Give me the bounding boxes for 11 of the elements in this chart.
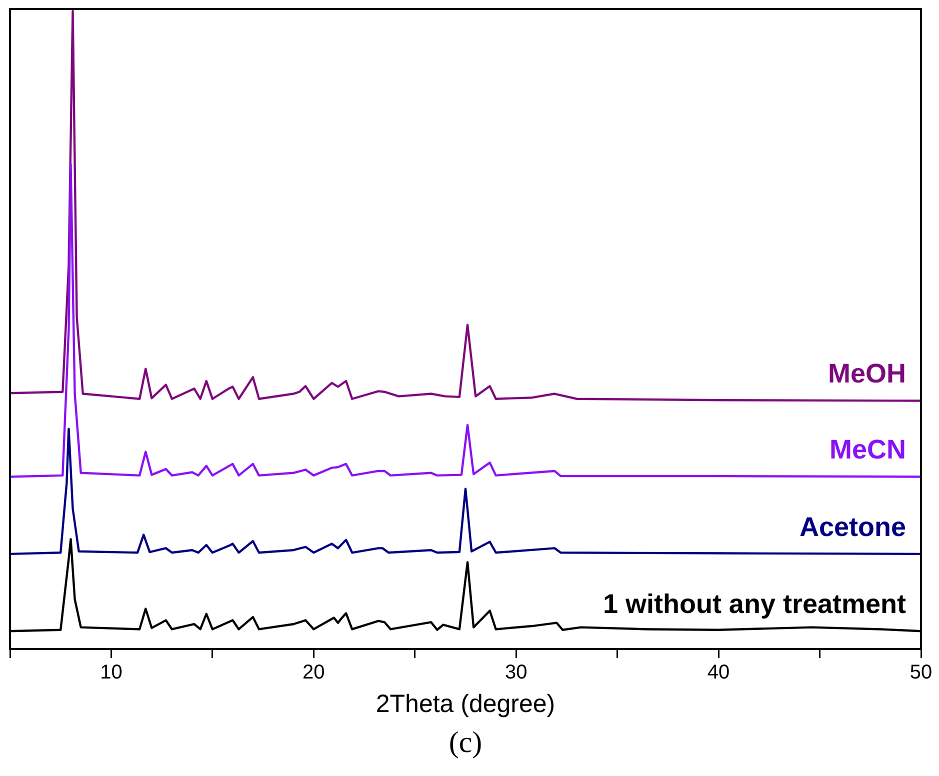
x-tick-label: 50 (910, 662, 932, 684)
x-tick-label: 30 (504, 662, 528, 684)
series-label: 1 without any treatment (602, 589, 906, 620)
series-label: MeCN (829, 434, 906, 465)
x-tick-label: 10 (100, 662, 122, 684)
series-label: MeOH (828, 358, 906, 389)
x-axis-title: 2Theta (degree) (376, 690, 556, 718)
text: (c) (448, 726, 482, 759)
series-label: Acetone (799, 512, 906, 542)
x-tick-label: 40 (707, 662, 730, 684)
x-tick-label: 20 (302, 662, 325, 684)
